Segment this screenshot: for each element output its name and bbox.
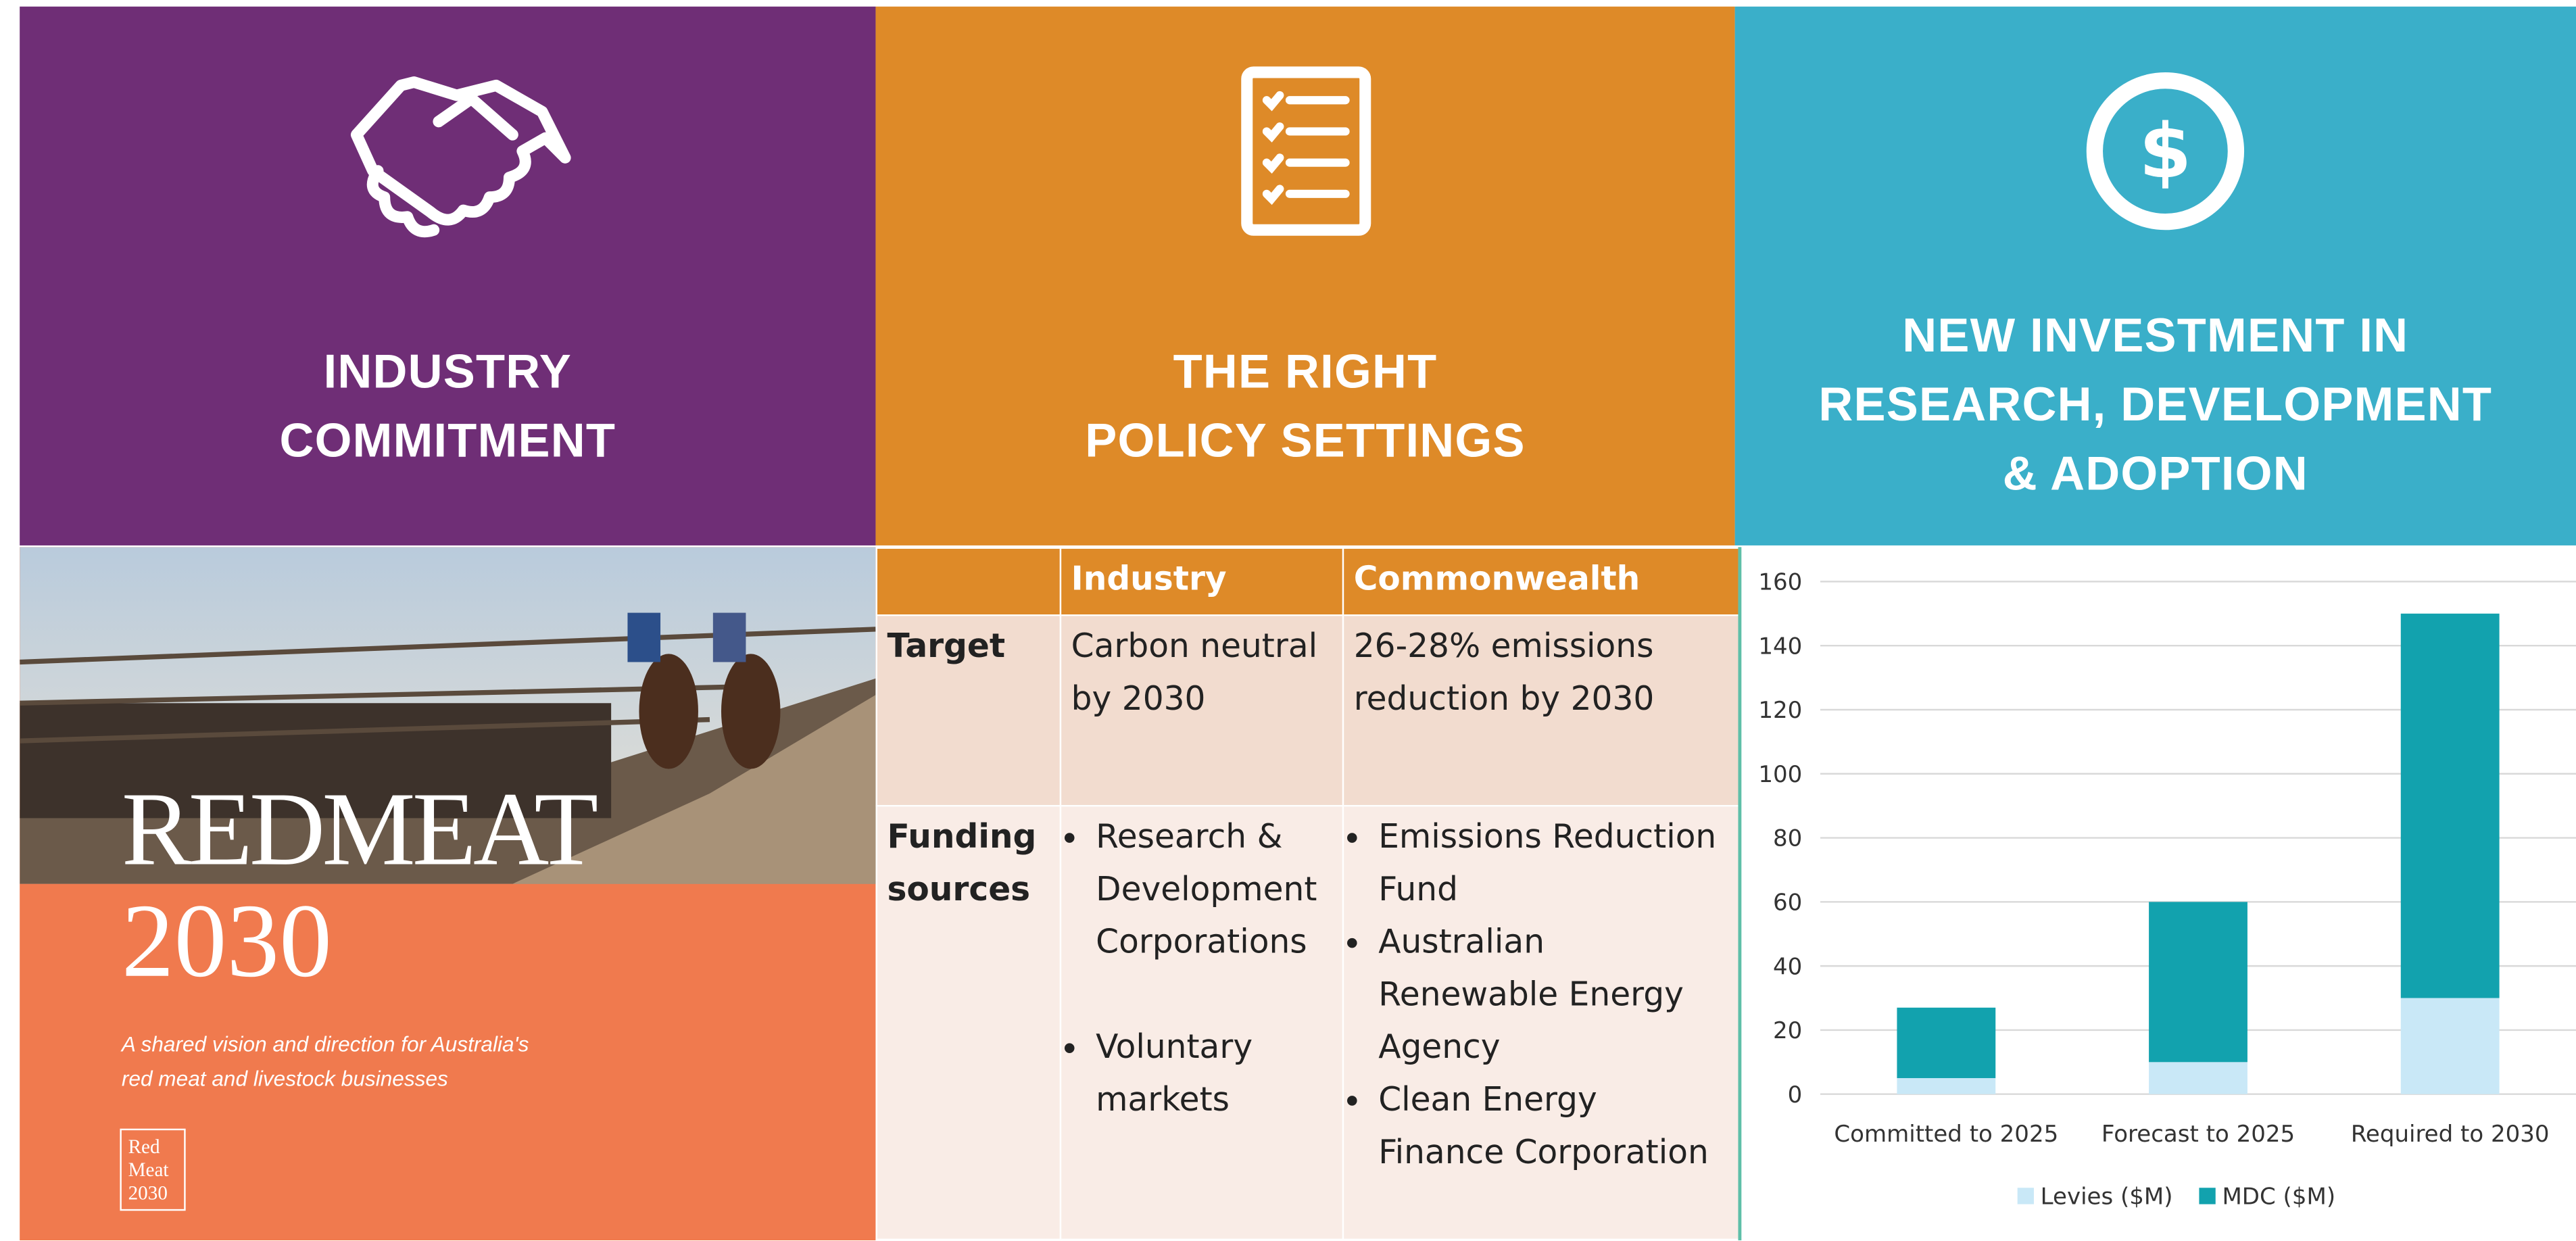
bar-segment xyxy=(2401,998,2500,1094)
dollar-icon: $ xyxy=(1735,7,2576,270)
y-tick-label: 80 xyxy=(1773,825,1802,852)
cover-logo: Red Meat 2030 xyxy=(120,1129,185,1211)
title-line: INDUSTRY xyxy=(20,339,875,408)
bar-segment xyxy=(1897,1078,1995,1094)
bar-segment xyxy=(2149,1062,2247,1094)
panel-title: INDUSTRY COMMITMENT xyxy=(20,339,875,477)
y-tick-label: 160 xyxy=(1758,569,1802,596)
x-tick-label: Committed to 2025 xyxy=(1834,1121,2058,1148)
bar-segment xyxy=(1897,1008,1995,1078)
cover-year: 2030 xyxy=(122,881,332,1002)
header-row: Industry Commonwealth xyxy=(877,548,1739,616)
svg-text:$: $ xyxy=(2139,107,2192,195)
table-cell: Carbon neutral by 2030 xyxy=(1061,615,1343,806)
logo-line: Red xyxy=(128,1135,185,1158)
subtitle-line: red meat and livestock businesses xyxy=(122,1061,529,1096)
slide: INDUSTRY COMMITMENT THE RIGHT POLICY SET… xyxy=(0,0,2576,1240)
bullet-item: Research & Development Corporations xyxy=(1096,810,1332,967)
logo-line: Meat xyxy=(128,1159,185,1182)
bar-segment xyxy=(2149,902,2247,1062)
policy-table: Industry Commonwealth Target Carbon neut… xyxy=(875,547,1739,1240)
legend-swatch xyxy=(2018,1188,2034,1204)
legend-label: MDC ($M) xyxy=(2222,1184,2335,1211)
row-label: Funding sources xyxy=(877,806,1061,1240)
legend-swatch xyxy=(2199,1188,2215,1204)
title-line: POLICY SETTINGS xyxy=(875,408,1734,477)
y-tick-label: 0 xyxy=(1788,1081,1803,1109)
title-line: THE RIGHT xyxy=(875,339,1734,408)
y-tick-label: 120 xyxy=(1758,697,1802,724)
bullet-item: Emissions Reduction Fund xyxy=(1378,810,1728,915)
x-tick-label: Required to 2030 xyxy=(2351,1121,2550,1148)
y-tick-label: 60 xyxy=(1773,889,1802,916)
logo-line: 2030 xyxy=(128,1182,185,1204)
panel-commitment: INDUSTRY COMMITMENT xyxy=(20,7,875,545)
panel-investment: $ NEW INVESTMENT IN RESEARCH, DEVELOPMEN… xyxy=(1735,7,2576,545)
checklist-icon xyxy=(875,7,1734,270)
table-cell: 26-28% emissions reduction by 2030 xyxy=(1343,615,1739,806)
table-row: Funding sources Research & Development C… xyxy=(877,806,1739,1240)
y-tick-label: 40 xyxy=(1773,953,1802,980)
panel-policy: THE RIGHT POLICY SETTINGS xyxy=(875,7,1734,545)
cover-title: REDMEAT xyxy=(122,769,596,890)
title-line: NEW INVESTMENT IN xyxy=(1735,302,2576,371)
y-tick-label: 20 xyxy=(1773,1017,1802,1044)
table-cell: Emissions Reduction Fund Australian Rene… xyxy=(1343,806,1739,1240)
title-line: & ADOPTION xyxy=(1735,440,2576,509)
header-cell xyxy=(877,548,1061,616)
handshake-icon xyxy=(20,7,875,270)
row-label: Target xyxy=(877,615,1061,806)
page: INDUSTRY COMMITMENT THE RIGHT POLICY SET… xyxy=(0,0,2576,1241)
panel-title: NEW INVESTMENT IN RESEARCH, DEVELOPMENT … xyxy=(1735,302,2576,509)
subtitle-line: A shared vision and direction for Austra… xyxy=(122,1027,529,1061)
chart: 0 20 40 60 80 100 120 140 160 Committed to 2025 Fo… xyxy=(1738,547,2576,1240)
header-cell: Commonwealth xyxy=(1343,548,1739,616)
bullet-item: Australian Renewable Energy Agency xyxy=(1378,915,1728,1073)
title-line: COMMITMENT xyxy=(20,408,875,477)
cover-subtitle: A shared vision and direction for Austra… xyxy=(122,1027,529,1096)
report-cover: REDMEAT 2030 A shared vision and directi… xyxy=(20,547,875,1240)
table-cell: Research & Development Corporations Volu… xyxy=(1061,806,1343,1240)
table-row: Target Carbon neutral by 2030 26-28% emi… xyxy=(877,615,1739,806)
bullet-item: Clean Energy Finance Corporation xyxy=(1378,1073,1728,1178)
legend-label: Levies ($M) xyxy=(2041,1184,2173,1211)
y-tick-label: 100 xyxy=(1758,761,1802,788)
panel-title: THE RIGHT POLICY SETTINGS xyxy=(875,339,1734,477)
y-tick-label: 140 xyxy=(1758,633,1802,660)
bar-segment xyxy=(2401,614,2500,998)
title-line: RESEARCH, DEVELOPMENT xyxy=(1735,371,2576,440)
bullet-item: Voluntary markets xyxy=(1096,1020,1332,1125)
x-tick-label: Forecast to 2025 xyxy=(2101,1121,2295,1148)
header-cell: Industry xyxy=(1061,548,1343,616)
